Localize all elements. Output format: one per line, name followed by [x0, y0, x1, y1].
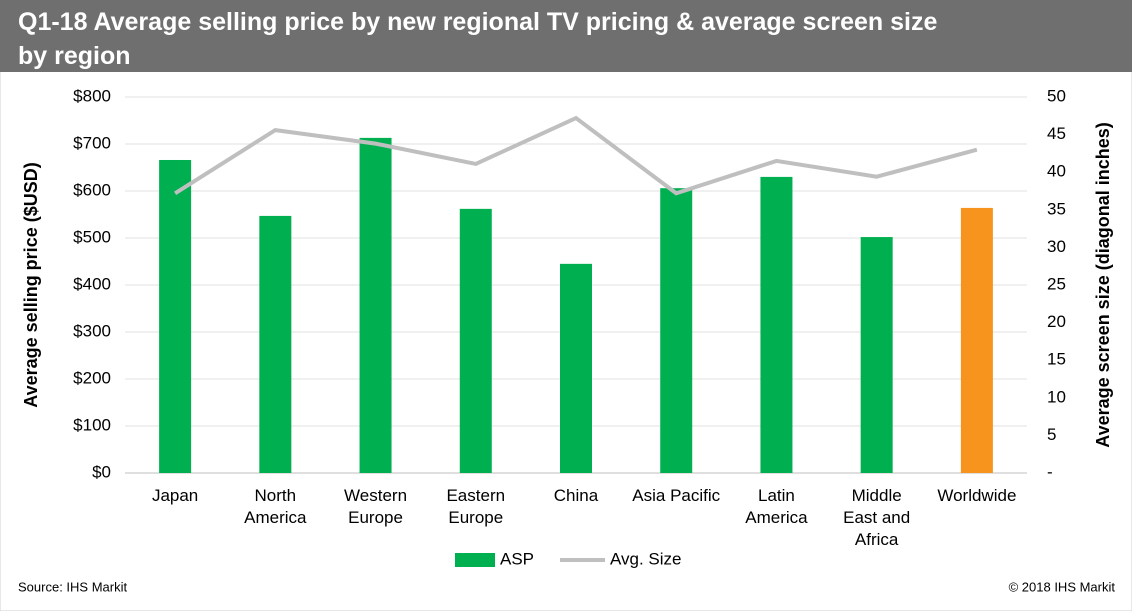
- y2-tick-label: 30: [1047, 237, 1066, 256]
- x-tick-line: America: [745, 508, 808, 527]
- bar: [159, 159, 192, 474]
- title-bar: [0, 0, 1132, 72]
- x-tick-line: Worldwide: [937, 486, 1016, 505]
- y2-tick-label: 15: [1047, 350, 1066, 369]
- chart-title: Q1-18 Average selling price by new regio…: [18, 8, 937, 36]
- y2-tick-label: 10: [1047, 387, 1066, 406]
- y-tick-label: $0: [92, 462, 111, 481]
- legend-label: ASP: [500, 549, 534, 568]
- x-tick-label: Western Europe: [344, 486, 407, 527]
- y-tick-label: $300: [73, 321, 111, 340]
- line: [174, 115, 978, 196]
- x-tick-label: North America: [244, 486, 307, 527]
- bar: [660, 188, 693, 473]
- bar: [760, 176, 793, 473]
- x-tick-label: Latin America: [745, 486, 808, 527]
- bar: [560, 263, 592, 473]
- bar: [860, 237, 893, 473]
- x-tick-line: Latin: [758, 486, 795, 505]
- x-tick-line: East and: [843, 508, 910, 527]
- x-tick-line: America: [244, 508, 307, 527]
- x-tick-line: Asia Pacific: [632, 486, 720, 505]
- y2-tick-label: 25: [1047, 274, 1066, 293]
- x-tick-line: Eastern: [446, 486, 505, 505]
- copyright: © 2018 IHS Markit: [1009, 579, 1116, 594]
- y-axis-title: Average selling price ($USD): [21, 162, 41, 407]
- bar: [459, 208, 492, 474]
- y-tick-label: $200: [73, 368, 111, 387]
- source: Source: IHS Markit: [18, 579, 127, 594]
- x-tick-line: Europe: [348, 508, 403, 527]
- y2-tick-label: 40: [1047, 162, 1066, 181]
- x-tick-line: China: [554, 486, 599, 505]
- x-tick-label: Eastern Europe: [446, 486, 505, 527]
- y-tick-label: $400: [73, 274, 111, 293]
- bar: [359, 137, 392, 473]
- chart-title: by region: [18, 42, 131, 70]
- x-tick-line: Africa: [855, 530, 899, 549]
- x-tick-line: Europe: [448, 508, 503, 527]
- y2-tick-label: 20: [1047, 312, 1066, 331]
- bar: [259, 215, 292, 473]
- x-tick-label: China: [554, 486, 599, 505]
- y2-axis-title: Average screen size (diagonal inches): [1093, 122, 1113, 447]
- x-tick-line: Japan: [152, 486, 198, 505]
- legend-swatch: [455, 553, 495, 567]
- y2-tick-label: 45: [1047, 124, 1066, 143]
- y-tick-label: $100: [73, 415, 111, 434]
- x-tick-line: Western: [344, 486, 407, 505]
- x-tick-label: Japan: [152, 486, 198, 505]
- y-tick-label: $700: [73, 133, 111, 152]
- y-tick-label: $500: [73, 227, 111, 246]
- y2-tick-label: 35: [1047, 199, 1066, 218]
- y-tick-label: $600: [73, 180, 111, 199]
- x-tick-label: Asia Pacific: [632, 486, 720, 505]
- legend-label: Avg. Size: [610, 549, 682, 568]
- y2-tick-label: 50: [1047, 86, 1066, 105]
- x-tick-line: Middle: [852, 486, 902, 505]
- x-tick-label: Middle East and Africa: [843, 486, 910, 549]
- y-tick-label: $800: [73, 86, 111, 105]
- y2-tick-label: 5: [1047, 425, 1056, 444]
- bar: [960, 207, 993, 474]
- x-tick-line: North: [255, 486, 297, 505]
- x-tick-label: Worldwide: [937, 486, 1016, 505]
- y2-tick-label: -: [1047, 462, 1053, 481]
